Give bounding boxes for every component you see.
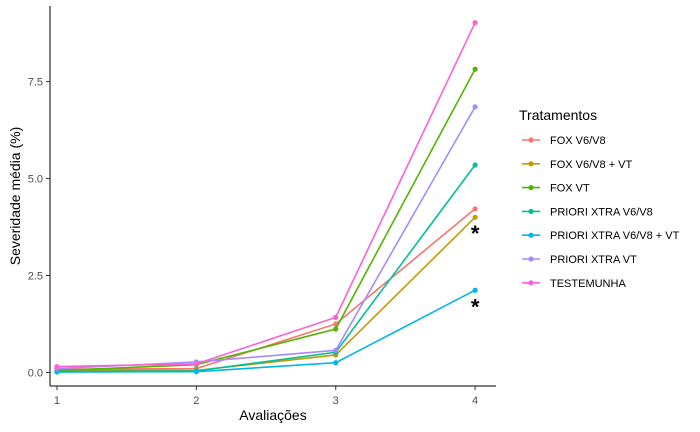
legend-key-point bbox=[528, 137, 534, 143]
series-line bbox=[56, 68, 476, 372]
annotations: ** bbox=[471, 221, 480, 320]
series-line bbox=[56, 208, 476, 371]
data-point bbox=[333, 326, 339, 332]
legend-key-point bbox=[528, 161, 534, 167]
data-point bbox=[54, 364, 60, 370]
x-tick-label: 3 bbox=[333, 395, 339, 407]
y-tick-label: 7.5 bbox=[28, 77, 43, 89]
data-point bbox=[472, 104, 478, 110]
significance-asterisk: * bbox=[471, 221, 480, 246]
x-tick-label: 1 bbox=[54, 395, 60, 407]
legend-label: PRIORI XTRA V6/V8 bbox=[550, 206, 653, 218]
legend-label: FOX V6/V8 bbox=[550, 135, 606, 147]
legend-title: Tratamentos bbox=[519, 107, 597, 123]
x-tick-label: 2 bbox=[193, 395, 199, 407]
legend-key-point bbox=[528, 232, 534, 238]
x-tick-label: 4 bbox=[472, 395, 478, 407]
data-point bbox=[472, 214, 478, 220]
significance-asterisk: * bbox=[471, 295, 480, 320]
legend-key-point bbox=[528, 208, 534, 214]
legend-label: TESTEMUNHA bbox=[550, 278, 626, 290]
legend: Tratamentos FOX V6/V8 FOX V6/V8 + VT FOX V… bbox=[519, 107, 680, 290]
data-point bbox=[333, 360, 339, 366]
axes bbox=[49, 6, 496, 387]
data-point bbox=[333, 314, 339, 320]
legend-label: FOX VT bbox=[550, 183, 590, 195]
series-line bbox=[56, 106, 476, 370]
series-line bbox=[56, 216, 476, 372]
data-point bbox=[472, 20, 478, 26]
data-point bbox=[472, 287, 478, 293]
legend-label: FOX V6/V8 + VT bbox=[550, 159, 633, 171]
series-line bbox=[56, 289, 476, 373]
data-point bbox=[472, 206, 478, 212]
data-point bbox=[472, 162, 478, 168]
legend-label: PRIORI XTRA V6/V8 + VT bbox=[550, 230, 680, 242]
ticks: 0.0 2.5 5.0 7.5 1 2 3 4 bbox=[28, 77, 478, 407]
plot-area bbox=[54, 20, 478, 375]
legend-label: PRIORI XTRA VT bbox=[550, 254, 637, 266]
x-axis-title: Avaliações bbox=[239, 407, 306, 423]
y-tick-label: 0.0 bbox=[28, 367, 43, 379]
y-tick-label: 5.0 bbox=[28, 174, 43, 186]
data-point bbox=[193, 369, 199, 375]
data-point bbox=[193, 361, 199, 367]
data-point bbox=[472, 66, 478, 72]
y-axis-title: Severidade média (%) bbox=[7, 127, 23, 266]
legend-key-point bbox=[528, 185, 534, 191]
legend-key-point bbox=[528, 280, 534, 286]
y-tick-label: 2.5 bbox=[28, 270, 43, 282]
legend-key-point bbox=[528, 256, 534, 262]
data-point bbox=[333, 347, 339, 353]
series-line bbox=[56, 22, 476, 368]
